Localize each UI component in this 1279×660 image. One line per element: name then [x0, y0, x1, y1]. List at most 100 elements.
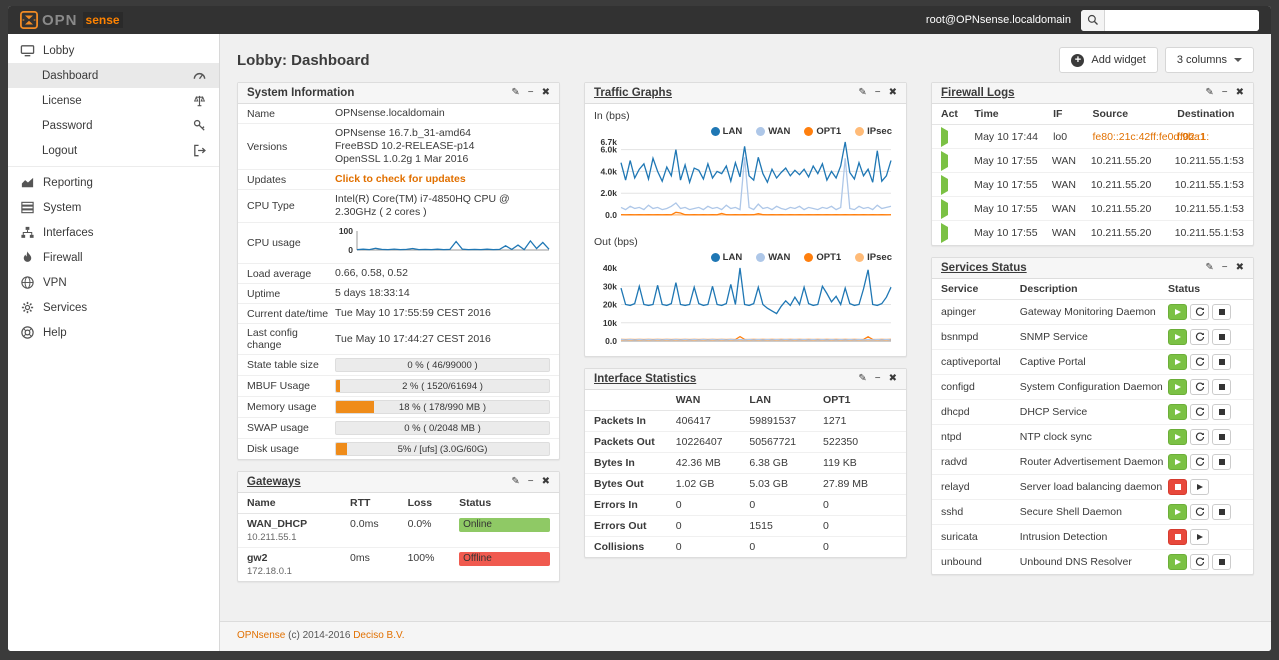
restart-service-button[interactable] [1190, 304, 1209, 320]
table-row: State table size 0 % ( 46/99000 ) [238, 355, 559, 376]
collapse-icon[interactable]: − [1221, 87, 1228, 98]
edit-icon[interactable]: ✎ [1205, 262, 1214, 273]
edit-icon[interactable]: ✎ [1205, 87, 1214, 98]
opnsense-footer-link[interactable]: OPNsense [237, 630, 286, 641]
edit-icon[interactable]: ✎ [511, 476, 520, 487]
sidebar-item-label: VPN [43, 276, 67, 289]
sidebar-item-label: System [43, 201, 82, 214]
restart-service-button[interactable] [1190, 379, 1209, 395]
collapse-icon[interactable]: − [874, 87, 881, 98]
collapse-icon[interactable]: − [1221, 262, 1228, 273]
sidebar-item-logout[interactable]: Logout [8, 138, 219, 163]
sidebar-item-system[interactable]: System [8, 195, 219, 220]
panel-title-link[interactable]: Gateways [247, 476, 301, 488]
add-widget-button[interactable]: + Add widget [1059, 47, 1158, 73]
opnsense-logo[interactable]: OPN sense [8, 11, 220, 29]
start-service-button[interactable] [1190, 479, 1209, 495]
firewall-log-row: May 10 17:55 WAN 10.211.55.20 10.211.55.… [932, 197, 1253, 221]
sidebar-item-firewall[interactable]: Firewall [8, 245, 219, 270]
column-header: Status [1168, 283, 1201, 295]
columns-select-value: 3 columns [1176, 54, 1227, 66]
edit-icon[interactable]: ✎ [858, 373, 867, 384]
panel-title-link[interactable]: Services Status [941, 262, 1027, 274]
panel-title-link[interactable]: Traffic Graphs [594, 87, 672, 99]
collapse-icon[interactable]: − [527, 87, 534, 98]
sidebar-item-label: Firewall [43, 251, 83, 264]
close-icon[interactable]: ✖ [888, 373, 897, 384]
area-chart-icon [20, 175, 35, 190]
close-icon[interactable]: ✖ [541, 87, 550, 98]
stop-service-button[interactable] [1212, 454, 1231, 470]
start-service-button[interactable] [1190, 529, 1209, 545]
close-icon[interactable]: ✖ [1235, 262, 1244, 273]
swap-progressbar: 0 % ( 0/2048 MB ) [335, 421, 550, 435]
stop-service-button[interactable] [1212, 329, 1231, 345]
top-bar: OPN sense root@OPNsense.localdomain [8, 6, 1271, 34]
edit-icon[interactable]: ✎ [858, 87, 867, 98]
service-running-badge [1168, 354, 1187, 370]
stop-service-button[interactable] [1212, 404, 1231, 420]
restart-service-button[interactable] [1190, 554, 1209, 570]
sidebar-item-dashboard[interactable]: Dashboard [8, 63, 219, 88]
table-row: Name OPNsense.localdomain [238, 104, 559, 124]
stop-service-button[interactable] [1212, 429, 1231, 445]
server-icon [20, 200, 35, 215]
sidebar-item-help[interactable]: Help [8, 320, 219, 345]
panel-title-link[interactable]: Firewall Logs [941, 87, 1015, 99]
close-icon[interactable]: ✖ [888, 87, 897, 98]
restart-service-button[interactable] [1190, 504, 1209, 520]
tachometer-icon [192, 68, 207, 83]
sidebar-item-vpn[interactable]: VPN [8, 270, 219, 295]
stop-service-button[interactable] [1212, 554, 1231, 570]
columns-select[interactable]: 3 columns [1164, 47, 1254, 73]
restart-service-button[interactable] [1190, 429, 1209, 445]
column-header: LAN [749, 394, 772, 406]
restart-service-button[interactable] [1190, 329, 1209, 345]
close-icon[interactable]: ✖ [1235, 87, 1244, 98]
sidebar-item-lobby[interactable]: Lobby [8, 38, 219, 63]
status-badge: Online [459, 518, 550, 532]
service-running-badge [1168, 304, 1187, 320]
sidebar-item-reporting[interactable]: Reporting [8, 170, 219, 195]
restart-service-button[interactable] [1190, 404, 1209, 420]
stop-service-button[interactable] [1212, 504, 1231, 520]
collapse-icon[interactable]: − [874, 373, 881, 384]
sidebar-item-label: Dashboard [42, 69, 99, 82]
close-icon[interactable]: ✖ [541, 476, 550, 487]
service-running-badge [1168, 554, 1187, 570]
stop-service-button[interactable] [1212, 354, 1231, 370]
check-updates-link[interactable]: Click to check for updates [335, 173, 466, 185]
deciso-link[interactable]: Deciso B.V. [353, 630, 405, 641]
sidebar-item-label: Logout [42, 144, 78, 157]
collapse-icon[interactable]: − [527, 476, 534, 487]
svg-text:100: 100 [339, 226, 353, 236]
system-information-panel: System Information ✎ − ✖ Name OPNsense.l… [237, 82, 560, 460]
legend-dot [756, 127, 766, 136]
opnsense-logo-icon [20, 11, 38, 29]
sidebar-item-password[interactable]: Password [8, 113, 219, 138]
svg-text:6.0k: 6.0k [600, 145, 617, 155]
column-header: Source [1092, 108, 1129, 120]
pass-icon [941, 223, 948, 243]
stop-service-button[interactable] [1212, 304, 1231, 320]
restart-service-button[interactable] [1190, 454, 1209, 470]
restart-service-button[interactable] [1190, 354, 1209, 370]
service-running-badge [1168, 504, 1187, 520]
column-header: Description [1019, 283, 1078, 295]
panel-title-link[interactable]: Interface Statistics [594, 373, 697, 385]
sidebar-item-services[interactable]: Services [8, 295, 219, 320]
sidebar-item-license[interactable]: License [8, 88, 219, 113]
edit-icon[interactable]: ✎ [511, 87, 520, 98]
column-header: IF [1053, 108, 1063, 120]
firewall-log-row: May 10 17:55 WAN 10.211.55.20 10.211.55.… [932, 173, 1253, 197]
firewall-logs-panel: Firewall Logs ✎ − ✖ Act Time IF Source [931, 82, 1254, 246]
traffic-in-chart: 6.7k 6.0k 4.0k 2.0k 0.0 [585, 137, 906, 230]
mbuf-progressbar: 2 % ( 1520/61694 ) [335, 379, 550, 393]
sidebar-item-interfaces[interactable]: Interfaces [8, 220, 219, 245]
svg-text:0.0: 0.0 [605, 210, 617, 220]
table-row: Packets Out 10226407 50567721 522350 [585, 432, 906, 453]
stop-service-button[interactable] [1212, 379, 1231, 395]
search-input[interactable] [1105, 9, 1259, 31]
state-table-progressbar: 0 % ( 46/99000 ) [335, 358, 550, 372]
panel-title: System Information [247, 87, 355, 99]
